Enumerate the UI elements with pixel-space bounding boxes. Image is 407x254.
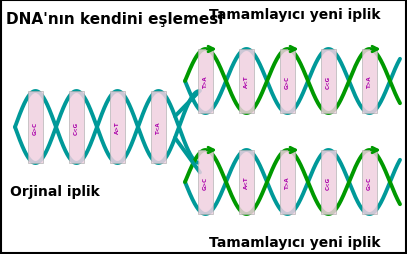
Text: Tamamlayıcı yeni iplik: Tamamlayıcı yeni iplik: [209, 235, 381, 249]
FancyBboxPatch shape: [321, 49, 336, 114]
Text: G>C: G>C: [367, 176, 372, 189]
Text: DNA'nın kendini eşlemesi: DNA'nın kendini eşlemesi: [6, 12, 223, 27]
Text: A<T: A<T: [244, 75, 249, 88]
FancyBboxPatch shape: [362, 150, 377, 215]
Text: C<G: C<G: [74, 121, 79, 134]
FancyBboxPatch shape: [28, 91, 43, 164]
FancyBboxPatch shape: [198, 49, 213, 114]
Text: A<T: A<T: [244, 176, 249, 188]
FancyBboxPatch shape: [239, 49, 254, 114]
Text: G>C: G>C: [33, 121, 38, 134]
Text: G>C: G>C: [285, 75, 290, 88]
FancyBboxPatch shape: [280, 49, 295, 114]
FancyBboxPatch shape: [362, 49, 377, 114]
Text: Orjinal iplik: Orjinal iplik: [10, 184, 100, 198]
FancyBboxPatch shape: [321, 150, 336, 215]
Text: T>A: T>A: [285, 176, 290, 188]
Text: A>T: A>T: [115, 121, 120, 134]
Text: G>C: G>C: [203, 176, 208, 189]
FancyBboxPatch shape: [69, 91, 84, 164]
FancyBboxPatch shape: [198, 150, 213, 215]
FancyBboxPatch shape: [110, 91, 125, 164]
Text: C<G: C<G: [326, 176, 331, 189]
Text: C<G: C<G: [326, 75, 331, 88]
FancyBboxPatch shape: [280, 150, 295, 215]
Text: T>A: T>A: [203, 75, 208, 88]
Text: Tamamlayıcı yeni iplik: Tamamlayıcı yeni iplik: [209, 8, 381, 22]
Text: T<A: T<A: [156, 121, 161, 134]
FancyBboxPatch shape: [239, 150, 254, 215]
Text: T>A: T>A: [367, 75, 372, 88]
FancyBboxPatch shape: [151, 91, 166, 164]
